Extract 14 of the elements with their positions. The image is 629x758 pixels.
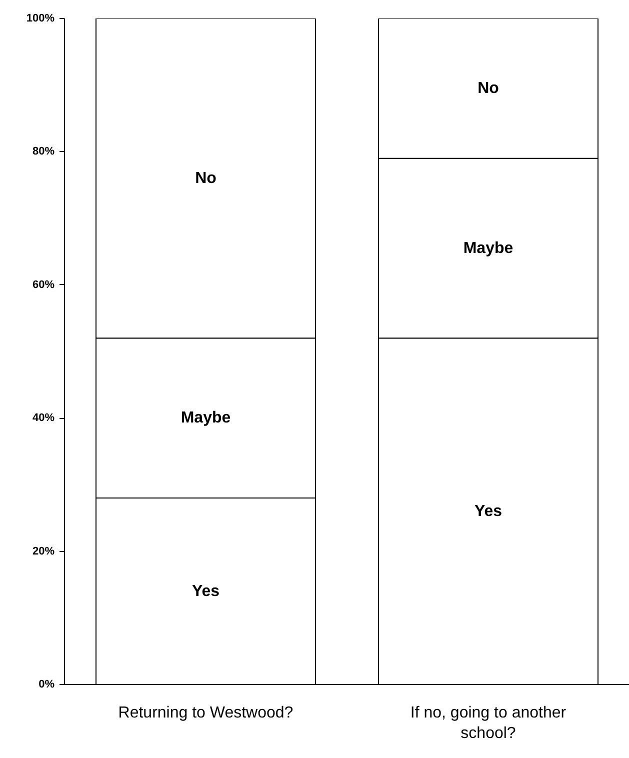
series-label: No <box>478 80 500 97</box>
x-tick-label: Returning to Westwood? <box>118 704 294 722</box>
text: No <box>195 170 216 187</box>
y-tick-label: 40% <box>32 412 55 424</box>
text: Yes <box>474 502 502 520</box>
y-tick-label: 20% <box>32 545 55 558</box>
series-label: Maybe <box>180 410 231 427</box>
y-tick-label: 0% <box>38 678 55 690</box>
y-tick-label: 100% <box>26 12 55 24</box>
y-tick-label: 60% <box>32 278 55 291</box>
text: Maybe <box>463 240 514 257</box>
series-label: Yes <box>192 582 220 600</box>
x-tick-label: If no, going to another school? <box>410 704 567 742</box>
y-tick-label: 80% <box>32 146 55 158</box>
